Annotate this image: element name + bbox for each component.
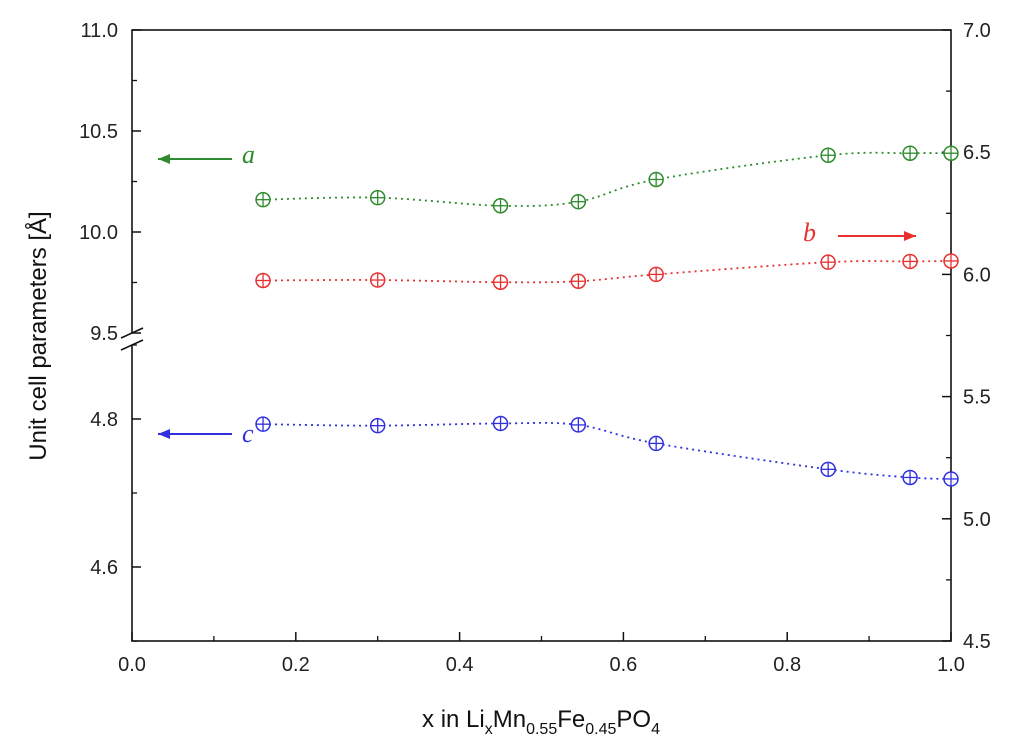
series-b-point [570,273,587,289]
series-c-point [820,461,836,478]
x-axis-title: x in LixMn0.55Fe0.45PO4 [422,706,660,738]
series-c-point [943,471,959,487]
series-a-point [255,191,271,208]
series-a-point [820,147,836,163]
series-c-point [369,417,386,434]
data-series [255,145,959,487]
left-tick-label: 11.0 [81,20,118,42]
right-tick-label: 6.0 [963,264,991,286]
x-title-mn: Mn [493,706,526,733]
annotation-b-label: b [803,218,816,247]
x-title-sub-fe: 0.45 [585,721,616,738]
series-c-point [902,469,918,486]
series-b-point [648,266,664,283]
right-axis-ticks: 4.5 5.0 5.5 6.0 6.5 7.0 [942,20,991,653]
x-tick-label: 0.0 [118,654,146,676]
x-tick-label: 0.8 [773,654,801,676]
left-tick-label: 10.5 [79,121,118,143]
series-c-point [570,417,587,433]
right-tick-label: 7.0 [963,20,991,42]
annotation-a-label: a [242,140,255,169]
x-title-po: PO [616,706,651,733]
annotation-b-arrow-head [904,231,916,241]
x-title-sub-x: x [485,721,493,738]
annotation-a-arrow-head [158,154,170,164]
right-tick-label: 6.5 [963,142,991,164]
series-a-point [492,197,509,214]
left-tick-label: 10.0 [79,222,118,244]
x-tick-label: 0.4 [446,654,474,676]
series-c-line [263,421,952,480]
series-a-line [263,151,952,207]
series-b-point [943,253,959,269]
left-tick-label: 9.5 [90,323,118,345]
series-b-point [369,272,386,288]
series-b-line [263,260,952,284]
series-c-point [648,435,664,452]
x-title-sub-mn: 0.55 [526,721,557,738]
series-b-point [255,272,271,289]
y-axis-title: Unit cell parameters [Å] [24,211,52,460]
annotation-c-arrow-head [158,429,170,439]
x-tick-label: 0.2 [282,654,310,676]
x-title-fe: Fe [557,706,585,733]
left-tick-label: 4.6 [90,557,118,579]
series-c-point [255,416,271,432]
left-tick-label: 4.8 [90,409,118,431]
x-title-sub-po: 4 [651,721,660,738]
x-axis-ticks: 0.0 0.2 0.4 0.6 0.8 1.0 [118,632,965,676]
right-tick-label: 4.5 [963,631,991,653]
right-tick-label: 5.0 [963,509,991,531]
series-a-point [902,145,918,161]
series-b-point [492,274,509,290]
x-tick-label: 1.0 [937,654,965,676]
series-a-point [648,171,664,188]
series-c-point [492,415,509,432]
x-title-main: x in Li [422,706,485,733]
annotation-c-label: c [242,419,254,448]
series-a-point [369,189,386,206]
series-b-point [902,253,918,270]
series-a-point [570,193,587,210]
axis-break-gap [124,333,140,345]
right-tick-label: 5.5 [963,387,991,409]
series-b-point [820,254,836,270]
left-axis-ticks: 9.5 10.0 10.5 11.0 4.6 4.8 [79,20,141,642]
series-a-point [943,145,959,161]
x-tick-label: 0.6 [609,654,637,676]
plot-frame [131,29,952,642]
series-annotations: a b c [158,140,916,448]
